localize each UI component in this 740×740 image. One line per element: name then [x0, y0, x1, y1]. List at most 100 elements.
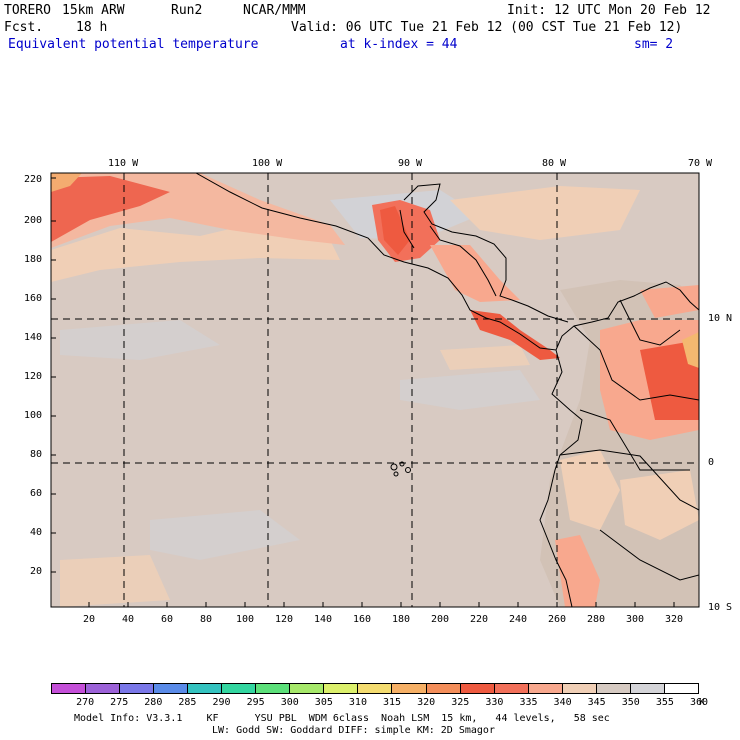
x-tick-label: 40: [122, 614, 135, 625]
valid-time: Valid: 06 UTC Tue 21 Feb 12 (00 CST Tue …: [291, 20, 683, 35]
colorbar-swatch: [494, 684, 529, 693]
colorbar-swatch: [596, 684, 631, 693]
colorbar-label: 290: [212, 697, 231, 708]
y-tick-label: 60: [30, 488, 43, 499]
warm-patch: [440, 345, 530, 370]
colorbar-label: 300: [280, 697, 299, 708]
hot-region: [380, 206, 410, 255]
colorbar-label: 340: [553, 697, 572, 708]
model-name: TORERO: [4, 3, 51, 18]
colorbar-swatch: [664, 684, 698, 693]
lon-label: 80 W: [542, 158, 567, 169]
warm-region: [640, 285, 699, 318]
lat-label: 0: [708, 457, 715, 468]
colorbar-label: 350: [621, 697, 640, 708]
physics-info: LW: Godd SW: Goddard DIFF: simple KM: 2D…: [212, 725, 495, 736]
colorbar-label: 330: [485, 697, 504, 708]
run-label: Run2: [171, 3, 203, 18]
colorbar-swatch: [222, 684, 257, 693]
map-frame: [50, 172, 700, 608]
colorbar-label: 320: [417, 697, 436, 708]
island: [393, 471, 399, 477]
y-tick-label: 40: [30, 527, 43, 538]
colorbar-label: 315: [383, 697, 402, 708]
island: [399, 461, 405, 467]
org-label: NCAR/MMM: [243, 3, 306, 18]
cool-patch: [60, 320, 220, 360]
colorbar-label: 275: [110, 697, 129, 708]
colorbar-swatch: [460, 684, 495, 693]
caribbean-coastline: [403, 183, 569, 323]
hot-region: [640, 340, 699, 420]
country-border: [619, 299, 681, 346]
colorbar-swatch: [392, 684, 427, 693]
colorbar-label: 305: [314, 697, 333, 708]
y-tick-label: 180: [24, 254, 43, 265]
lon-label: 90 W: [398, 158, 423, 169]
y-tick-label: 160: [24, 293, 43, 304]
colorbar-swatch: [324, 684, 359, 693]
y-tick-label: 140: [24, 332, 43, 343]
y-tick-label: 220: [24, 174, 43, 185]
colorbar-label: 310: [348, 697, 367, 708]
map-field: [51, 173, 699, 607]
island: [405, 467, 411, 473]
smoothing-value: sm= 2: [634, 37, 674, 52]
colorbar-label: 345: [587, 697, 606, 708]
country-border: [579, 409, 690, 471]
colorbar-swatch: [562, 684, 597, 693]
hot-region: [470, 310, 560, 360]
colorbar-label: 295: [246, 697, 265, 708]
x-tick-label: 80: [200, 614, 213, 625]
level-index: at k-index = 44: [340, 37, 458, 52]
lat-label: 10 N: [708, 313, 733, 324]
y-tick-label: 100: [24, 410, 43, 421]
warm-region: [430, 245, 520, 302]
colorbar-swatch: [426, 684, 461, 693]
colorbar-swatch: [52, 684, 87, 693]
colorbar-label: 335: [519, 697, 538, 708]
x-tick-label: 320: [665, 614, 684, 625]
y-tick-label: 80: [30, 449, 43, 460]
forecast-hour: 18 h: [76, 20, 108, 35]
colorbar-swatch: [528, 684, 563, 693]
colorbar-swatch: [188, 684, 223, 693]
colorbar-swatch: [86, 684, 121, 693]
resolution-label: 15km ARW: [62, 3, 125, 18]
lon-label: 100 W: [252, 158, 283, 169]
x-tick-label: 60: [161, 614, 174, 625]
x-tick-label: 140: [314, 614, 333, 625]
colorbar-swatch: [630, 684, 665, 693]
pacific-coastline: [195, 173, 699, 351]
colorbar-label: 355: [655, 697, 674, 708]
x-tick-label: 240: [509, 614, 528, 625]
y-tick-label: 120: [24, 371, 43, 382]
hot-spot: [51, 173, 82, 192]
warm-patch: [450, 186, 640, 240]
warm-region: [560, 450, 620, 530]
country-border: [599, 529, 699, 581]
x-tick-label: 300: [626, 614, 645, 625]
colorbar-label: 280: [144, 697, 163, 708]
cool-patch: [150, 510, 300, 560]
hot-band: [51, 176, 170, 242]
country-border: [429, 225, 497, 297]
x-tick-label: 280: [587, 614, 606, 625]
warm-region: [555, 535, 600, 607]
lat-label: 10 S: [708, 602, 733, 613]
x-tick-label: 160: [353, 614, 372, 625]
x-tick-label: 120: [275, 614, 294, 625]
x-tick-label: 20: [83, 614, 96, 625]
x-tick-label: 180: [392, 614, 411, 625]
colorbar-unit: K: [698, 697, 706, 708]
warm-region: [620, 470, 699, 540]
colorbar-swatch: [358, 684, 393, 693]
x-tick-label: 200: [431, 614, 450, 625]
x-tick-label: 260: [548, 614, 567, 625]
graticule: [51, 173, 699, 607]
colorbar-label: 360: [689, 697, 709, 708]
lon-label: 110 W: [108, 158, 139, 169]
warm-patch: [60, 555, 170, 607]
country-border: [559, 449, 699, 511]
